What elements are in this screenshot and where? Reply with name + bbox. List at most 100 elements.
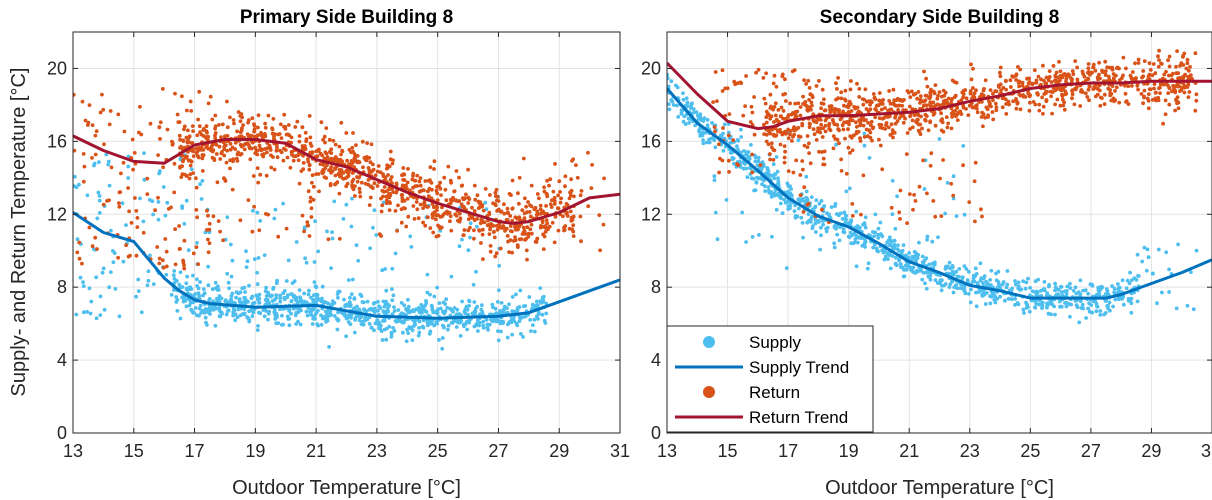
- data-point: [839, 96, 844, 101]
- data-point: [461, 322, 466, 327]
- data-point: [897, 210, 902, 215]
- data-point: [825, 225, 830, 230]
- data-point: [499, 329, 503, 334]
- data-point: [1124, 99, 1129, 104]
- data-point: [511, 315, 516, 320]
- data-point: [931, 199, 936, 203]
- data-point: [399, 193, 404, 197]
- data-point: [218, 157, 223, 161]
- data-point: [1050, 302, 1055, 307]
- data-point: [522, 216, 527, 221]
- data-point: [896, 103, 900, 108]
- data-point: [767, 113, 771, 118]
- data-point: [750, 110, 755, 115]
- data-point: [418, 183, 423, 188]
- data-point: [172, 161, 177, 166]
- data-point: [772, 105, 777, 109]
- data-point: [1088, 282, 1093, 287]
- data-point: [773, 113, 778, 118]
- data-point: [1142, 245, 1147, 250]
- data-point: [375, 169, 380, 174]
- data-point: [869, 99, 873, 103]
- data-point: [153, 208, 158, 213]
- data-point: [912, 193, 916, 197]
- data-point: [810, 224, 815, 229]
- data-point: [228, 115, 232, 120]
- data-point: [266, 311, 271, 316]
- x-tick-label: 23: [367, 441, 387, 461]
- data-point: [847, 122, 851, 127]
- data-point: [1027, 80, 1032, 84]
- data-point: [713, 129, 717, 134]
- data-point: [97, 160, 101, 165]
- data-point: [458, 216, 463, 221]
- data-point: [833, 204, 837, 209]
- data-point: [435, 185, 439, 189]
- data-point: [552, 195, 557, 200]
- data-point: [295, 119, 300, 124]
- data-point: [287, 323, 292, 328]
- data-point: [329, 165, 333, 170]
- data-point: [1080, 303, 1085, 307]
- data-point: [376, 299, 380, 304]
- data-point: [346, 171, 351, 175]
- data-point: [298, 322, 303, 327]
- data-point: [979, 115, 984, 119]
- data-point: [1053, 281, 1057, 286]
- data-point: [182, 266, 187, 271]
- data-point: [807, 121, 812, 126]
- data-point: [116, 112, 121, 117]
- data-point: [909, 265, 914, 270]
- data-point: [819, 106, 823, 111]
- data-point: [928, 93, 933, 98]
- data-point: [213, 133, 217, 138]
- data-point: [1049, 299, 1054, 304]
- data-point: [206, 264, 211, 269]
- data-point: [854, 264, 859, 269]
- data-point: [443, 187, 448, 192]
- data-point: [81, 179, 86, 184]
- data-point: [788, 132, 792, 137]
- data-point: [901, 243, 906, 248]
- data-point: [426, 178, 431, 183]
- data-point: [744, 150, 749, 155]
- data-point: [941, 99, 946, 104]
- data-point: [814, 84, 819, 88]
- data-point: [1126, 297, 1131, 301]
- data-point: [801, 210, 806, 214]
- data-point: [772, 73, 777, 78]
- data-point: [526, 231, 531, 236]
- data-point: [145, 176, 150, 181]
- data-point: [552, 199, 557, 204]
- data-point: [544, 204, 548, 208]
- data-point: [384, 288, 389, 293]
- data-point: [558, 200, 563, 205]
- data-point: [1093, 68, 1098, 73]
- data-point: [854, 120, 858, 125]
- data-point: [1120, 296, 1124, 300]
- data-point: [1164, 250, 1169, 255]
- data-point: [546, 226, 550, 231]
- data-point: [1086, 66, 1091, 71]
- data-point: [937, 90, 942, 95]
- data-point: [385, 163, 390, 168]
- data-point: [452, 189, 457, 194]
- data-point: [272, 216, 277, 221]
- data-point: [536, 312, 541, 316]
- data-point: [940, 283, 944, 288]
- data-point: [1025, 76, 1029, 81]
- data-point: [766, 185, 771, 190]
- data-point: [108, 270, 113, 274]
- x-axis-label: Outdoor Temperature [°C]: [232, 477, 461, 499]
- data-point: [233, 301, 237, 305]
- data-point: [75, 237, 80, 242]
- data-point: [941, 158, 945, 162]
- data-point: [172, 190, 177, 195]
- data-point: [954, 114, 958, 119]
- data-point: [219, 135, 223, 140]
- data-point: [1070, 96, 1074, 101]
- data-point: [798, 173, 803, 177]
- data-point: [559, 196, 563, 201]
- data-point: [1096, 285, 1101, 290]
